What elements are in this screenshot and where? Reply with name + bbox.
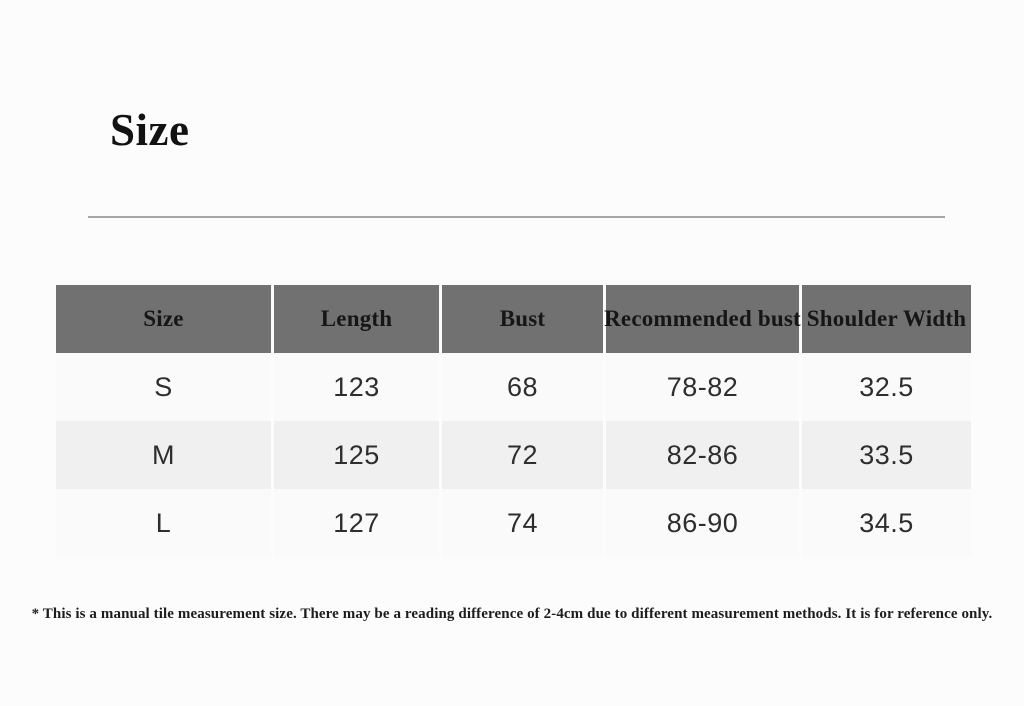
header-cell-shoulder-width: Shoulder Width (802, 285, 971, 353)
table-header-row: Size Length Bust Recommended bust Should… (56, 285, 971, 353)
table-row-m: M 125 72 82-86 33.5 (56, 421, 971, 489)
measurement-note: * This is a manual tile measurement size… (31, 606, 993, 622)
cell-size: M (56, 421, 271, 489)
cell-length: 123 (274, 353, 439, 421)
table-row-l: L 127 74 86-90 34.5 (56, 489, 971, 557)
cell-recommended-bust: 82-86 (606, 421, 799, 489)
page-title: Size (110, 105, 190, 155)
cell-recommended-bust: 86-90 (606, 489, 799, 557)
header-cell-bust: Bust (442, 285, 603, 353)
title-divider (88, 216, 945, 218)
cell-size: S (56, 353, 271, 421)
header-cell-size: Size (56, 285, 271, 353)
cell-bust: 68 (442, 353, 603, 421)
table-row-s: S 123 68 78-82 32.5 (56, 353, 971, 421)
cell-recommended-bust: 78-82 (606, 353, 799, 421)
cell-bust: 74 (442, 489, 603, 557)
cell-length: 127 (274, 489, 439, 557)
cell-bust: 72 (442, 421, 603, 489)
size-table: Size Length Bust Recommended bust Should… (56, 285, 971, 557)
cell-shoulder-width: 33.5 (802, 421, 971, 489)
cell-shoulder-width: 34.5 (802, 489, 971, 557)
cell-shoulder-width: 32.5 (802, 353, 971, 421)
header-cell-length: Length (274, 285, 439, 353)
cell-size: L (56, 489, 271, 557)
header-cell-recommended-bust: Recommended bust (604, 285, 801, 353)
cell-length: 125 (274, 421, 439, 489)
